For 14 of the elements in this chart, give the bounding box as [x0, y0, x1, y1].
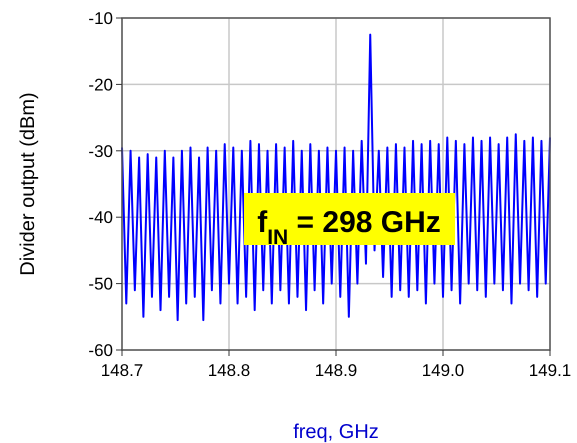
annotation: f$_{IN}$ = 298 GHz: [257, 206, 441, 248]
x-tick-label: 149.1: [528, 361, 572, 380]
x-tick-label: 148.7: [100, 361, 144, 380]
x-tick-label: 149.0: [422, 361, 464, 380]
y-axis-title: Divider output (dBm): [17, 92, 39, 276]
y-tick-label: -50: [88, 274, 113, 294]
x-tick-label: 148.8: [208, 361, 250, 380]
y-tick-label: -10: [88, 8, 113, 28]
y-tick-label: -60: [88, 340, 113, 360]
x-tick-label: 148.9: [314, 361, 358, 380]
y-tick-label: -30: [88, 142, 113, 161]
x-axis-title: freq, GHz: [293, 421, 379, 443]
y-tick-label: -20: [88, 75, 113, 94]
y-tick-label: -40: [88, 208, 113, 228]
